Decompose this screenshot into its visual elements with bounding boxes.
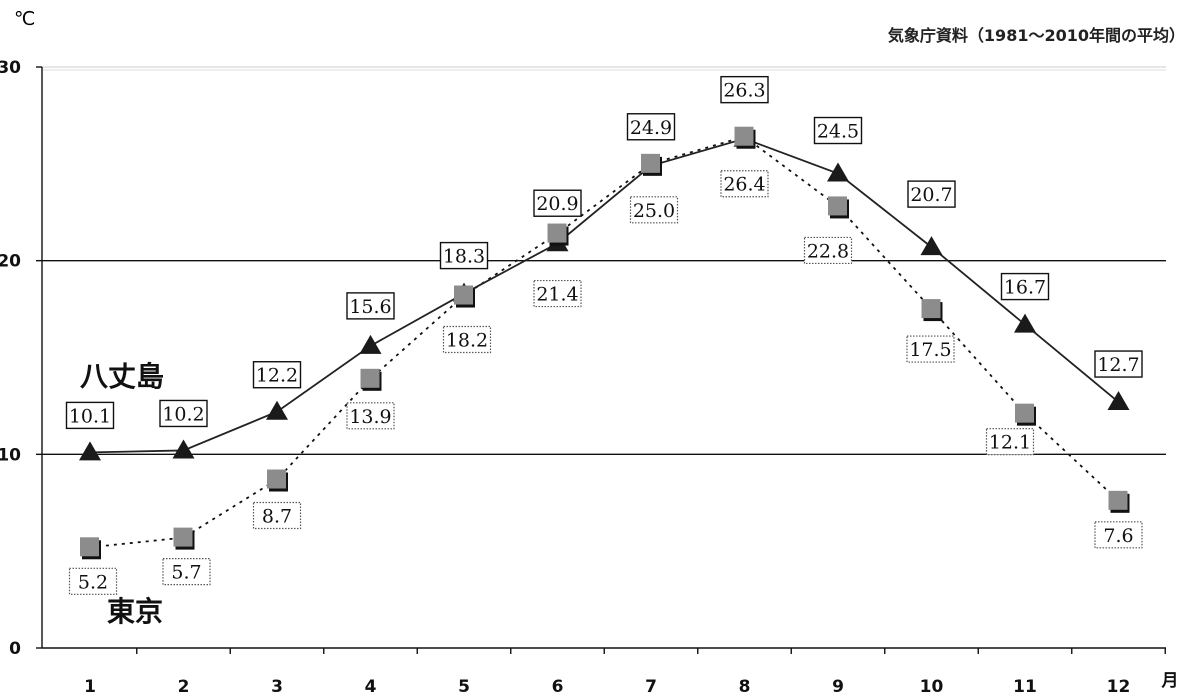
data-point-tokyo — [360, 368, 380, 388]
data-label-tokyo: 8.7 — [262, 506, 292, 528]
data-label-tokyo-box — [346, 402, 395, 430]
data-point-tokyo — [547, 223, 567, 243]
data-label-hachijojima-box — [533, 189, 582, 217]
data-point-tokyo — [828, 196, 847, 216]
y-tick-label: 20 — [0, 252, 21, 272]
data-point-tokyo — [641, 153, 660, 173]
data-label-hachijojima-box — [626, 113, 676, 141]
data-label-hachijojima-box — [65, 401, 115, 430]
series-line-hachijojima — [89, 137, 1120, 454]
data-label-hachijojima-box — [813, 116, 863, 145]
data-label-tokyo-box — [906, 335, 955, 363]
data-label-tokyo: 7.6 — [1103, 525, 1133, 547]
data-label-hachijojima: 15.6 — [349, 296, 391, 318]
data-label-hachijojima: 18.3 — [443, 246, 485, 268]
data-label-tokyo: 21.4 — [536, 284, 578, 306]
data-point-hachijojima — [1107, 391, 1130, 411]
data-point-tokyo — [173, 527, 193, 547]
data-point-hachijojima — [827, 162, 849, 182]
data-label-hachijojima: 24.5 — [817, 121, 859, 143]
data-point-hachijojima — [266, 400, 288, 420]
data-point-tokyo — [267, 469, 286, 489]
data-label-tokyo-box — [533, 279, 582, 308]
data-label-hachijojima: 16.7 — [1004, 277, 1046, 299]
data-label-tokyo: 17.5 — [909, 339, 951, 361]
data-label-hachijojima: 10.1 — [69, 405, 111, 427]
x-tick-label: 1 — [84, 677, 96, 697]
x-tick-label: 5 — [458, 677, 470, 697]
x-tick-label: 12 — [1107, 677, 1131, 697]
data-label-hachijojima-box — [439, 241, 489, 270]
data-label-tokyo: 22.8 — [807, 240, 849, 262]
data-label-tokyo-box — [803, 236, 853, 265]
x-tick-label: 11 — [1013, 677, 1037, 697]
x-tick-label: 4 — [365, 677, 377, 697]
y-tick-label: 0 — [9, 639, 21, 659]
data-label-hachijojima-box — [159, 399, 208, 428]
data-label-tokyo-box — [629, 196, 679, 224]
data-label-tokyo: 13.9 — [349, 406, 391, 428]
data-label-tokyo: 25.0 — [633, 200, 675, 222]
data-point-hachijojima — [172, 439, 195, 459]
data-label-hachijojima: 20.9 — [536, 193, 578, 215]
data-label-tokyo: 26.4 — [723, 174, 765, 196]
data-point-hachijojima — [359, 334, 382, 354]
data-label-hachijojima: 26.3 — [723, 80, 765, 102]
data-label-hachijojima-box — [1094, 350, 1143, 378]
data-label-tokyo-box — [720, 170, 769, 198]
data-label-hachijojima: 12.2 — [256, 365, 298, 387]
data-label-tokyo-box — [162, 558, 211, 586]
x-tick-label: 6 — [552, 677, 564, 697]
source-note: 気象庁資料（1981～2010年間の平均） — [887, 26, 1185, 45]
x-tick-label: 3 — [271, 677, 283, 697]
data-point-tokyo — [921, 299, 941, 319]
data-point-hachijojima — [79, 441, 101, 461]
data-label-hachijojima: 20.7 — [910, 184, 952, 206]
data-label-tokyo: 18.2 — [446, 330, 488, 352]
data-point-hachijojima — [920, 236, 943, 256]
data-label-tokyo-box — [442, 325, 492, 354]
data-label-hachijojima-box — [346, 292, 395, 320]
data-point-tokyo — [1015, 403, 1034, 423]
data-point-tokyo — [734, 126, 754, 146]
data-label-tokyo-box — [1094, 521, 1143, 549]
y-tick-label: 10 — [0, 445, 21, 465]
data-label-hachijojima-box — [252, 361, 302, 389]
data-label-hachijojima-box — [907, 180, 956, 208]
data-label-tokyo: 5.7 — [171, 562, 201, 584]
data-label-tokyo-box — [985, 428, 1035, 456]
series-name-tokyo: 東京 — [107, 595, 163, 628]
data-label-tokyo: 12.1 — [989, 432, 1031, 454]
x-tick-label: 9 — [832, 677, 844, 697]
data-point-tokyo — [80, 537, 99, 557]
data-label-hachijojima-box — [1000, 272, 1050, 301]
data-label-tokyo: 5.2 — [78, 571, 108, 593]
data-point-tokyo — [454, 285, 473, 305]
x-tick-label: 7 — [645, 677, 657, 697]
data-label-hachijojima-box — [720, 75, 769, 104]
x-tick-label: 2 — [178, 677, 190, 697]
series-name-hachijojima: 八丈島 — [80, 360, 164, 393]
y-unit-label: ℃ — [14, 8, 36, 30]
data-point-tokyo — [1108, 490, 1128, 510]
data-label-tokyo-box — [252, 501, 302, 530]
x-axis-label: 月 — [1161, 671, 1179, 691]
y-tick-label: 30 — [0, 58, 21, 78]
series-line-tokyo — [89, 135, 1120, 549]
x-tick-label: 10 — [920, 677, 944, 697]
data-label-hachijojima: 10.2 — [162, 403, 204, 425]
data-label-hachijojima: 12.7 — [1097, 354, 1139, 376]
x-tick-label: 8 — [739, 677, 751, 697]
data-label-tokyo-box — [68, 567, 118, 595]
data-point-hachijojima — [1014, 313, 1036, 333]
data-label-hachijojima: 24.9 — [630, 117, 672, 139]
